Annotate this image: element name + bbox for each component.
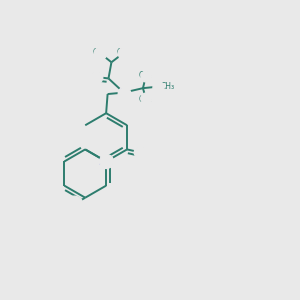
Text: CH₃: CH₃ bbox=[93, 48, 107, 57]
Text: O: O bbox=[92, 72, 100, 82]
Text: CH₃: CH₃ bbox=[160, 82, 175, 91]
Text: NH: NH bbox=[98, 158, 114, 166]
Text: CH₃: CH₃ bbox=[139, 94, 153, 103]
Text: CH₃: CH₃ bbox=[66, 200, 82, 209]
Text: CH₃: CH₃ bbox=[117, 48, 131, 57]
Text: CH₃: CH₃ bbox=[139, 71, 153, 80]
Text: N: N bbox=[119, 88, 128, 98]
Text: O: O bbox=[136, 147, 145, 158]
